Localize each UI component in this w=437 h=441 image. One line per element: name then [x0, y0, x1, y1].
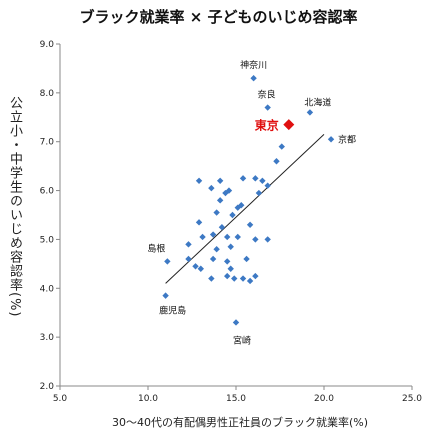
x-axis-title: 30～40代の有配偶男性正社員のブラック就業率(%) [111, 416, 369, 429]
data-point [199, 233, 206, 241]
data-point [197, 265, 204, 272]
data-point [192, 263, 199, 270]
data-point [264, 182, 271, 189]
data-point [243, 255, 250, 263]
data-point [239, 175, 247, 182]
data-point [250, 75, 257, 82]
point-label: 宮崎 [233, 334, 251, 346]
data-point [216, 177, 224, 184]
data-point [195, 219, 203, 226]
data-point [252, 175, 259, 182]
y-axis-title: 公立小・中学生のいじめ容認率(%) [7, 96, 22, 318]
tokyo-label: 東京 [255, 118, 279, 133]
data-point [208, 275, 215, 282]
y-tick-label: 9.0 [40, 40, 55, 50]
y-tick-label: 3.0 [40, 333, 55, 343]
x-tick-label: 20.0 [314, 394, 334, 404]
data-point [222, 189, 229, 197]
data-point [224, 272, 231, 280]
trendline-group [165, 134, 325, 284]
data-point [209, 231, 217, 238]
y-tick-label: 8.0 [40, 89, 55, 99]
data-point [255, 189, 263, 197]
point-label: 神奈川 [240, 59, 267, 71]
data-point [252, 236, 259, 243]
data-points [162, 75, 335, 326]
trendline [165, 134, 325, 284]
x-tick-label: 25.0 [402, 394, 422, 404]
data-point [239, 275, 247, 282]
x-tick-label: 5.0 [53, 394, 68, 404]
point-label: 奈良 [258, 89, 276, 101]
data-point [234, 204, 241, 211]
data-point [224, 233, 231, 241]
point-label: 島根 [147, 242, 165, 254]
data-point [224, 258, 231, 265]
data-point [164, 258, 171, 265]
axes: 5.0 10.0 15.0 20.0 25.0 2.0 3.0 4.0 5.0 6.0 7.0 8.0… [40, 40, 423, 404]
y-tick-label: 4.0 [40, 284, 55, 294]
data-point [229, 211, 236, 219]
data-point [225, 187, 233, 194]
data-point [278, 143, 285, 150]
data-point [213, 246, 220, 253]
data-point [306, 109, 314, 116]
data-point [162, 292, 169, 299]
y-tick-label: 2.0 [40, 382, 55, 392]
y-tick-label: 5.0 [40, 235, 55, 245]
data-point [273, 158, 280, 165]
data-point [259, 177, 266, 184]
data-point [216, 197, 224, 204]
data-point [234, 233, 241, 241]
data-point [209, 255, 217, 263]
point-label: 鹿児島 [159, 305, 186, 317]
data-point [252, 272, 259, 280]
data-point-tokyo [283, 119, 295, 131]
data-point [264, 236, 271, 243]
chart-title: ブラック就業率 × 子どものいじめ容認率 [79, 8, 358, 26]
x-tick-label: 15.0 [226, 394, 246, 404]
y-tick-label: 7.0 [40, 138, 55, 148]
data-point [246, 277, 254, 285]
point-label: 京都 [338, 133, 356, 145]
data-point [195, 177, 203, 184]
data-point [227, 265, 234, 272]
data-point [185, 241, 192, 248]
y-tick-label: 6.0 [40, 187, 55, 197]
data-point [264, 104, 271, 111]
data-point [218, 224, 226, 231]
data-point [185, 255, 192, 263]
data-point [327, 136, 335, 143]
data-point [246, 221, 254, 228]
data-point [232, 319, 240, 326]
data-point [213, 209, 220, 216]
data-point [227, 243, 234, 250]
data-point [231, 275, 238, 282]
data-point [208, 184, 215, 192]
point-label: 北海道 [304, 96, 331, 108]
x-tick-label: 10.0 [138, 394, 158, 404]
